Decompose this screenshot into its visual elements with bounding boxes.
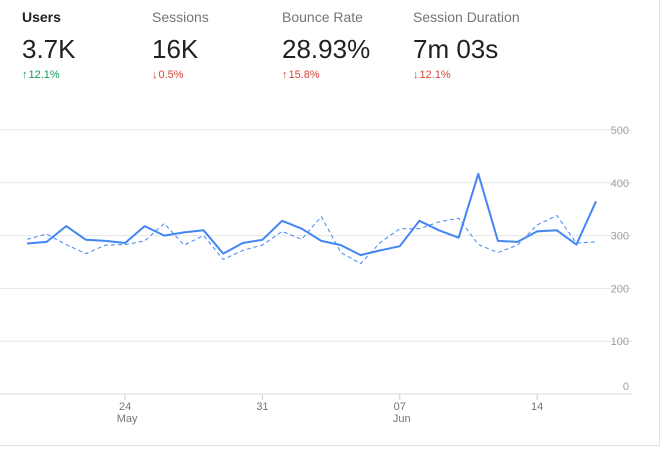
metric-label: Sessions: [152, 9, 209, 25]
metric-value: 28.93%: [282, 34, 371, 64]
metric-change: ↓0.5%: [152, 68, 277, 82]
arrow-up-icon: ↑: [22, 69, 28, 81]
arrow-down-icon: ↓: [152, 69, 158, 81]
metric-session-duration[interactable]: Session Duration 7m 03s ↓12.1%: [413, 8, 538, 82]
y-tick-label: 100: [611, 336, 629, 348]
x-tick-label: 31: [256, 401, 268, 413]
arrow-down-icon: ↓: [413, 69, 419, 81]
metrics-bar: Users 3.7K ↑12.1% Sessions 16K ↓0.5% Bou…: [0, 0, 660, 110]
metric-bounce-rate[interactable]: Bounce Rate 28.93% ↑15.8%: [282, 8, 407, 82]
y-tick-label: 500: [611, 125, 629, 137]
x-tick-sublabel: Jun: [393, 413, 411, 425]
metric-change-value: 12.1%: [28, 69, 60, 81]
metric-change-value: 12.1%: [419, 69, 451, 81]
y-tick-label: 200: [611, 283, 629, 295]
x-tick-sublabel: May: [117, 413, 138, 425]
x-tick-label: 07: [394, 401, 406, 413]
metric-label: Bounce Rate: [282, 9, 363, 25]
metric-change-value: 15.8%: [288, 69, 320, 81]
metric-label: Users: [22, 9, 61, 25]
x-tick-label: 14: [531, 401, 543, 413]
y-tick-label: 0: [623, 381, 629, 393]
y-tick-label: 300: [611, 231, 629, 243]
metric-users[interactable]: Users 3.7K ↑12.1%: [22, 8, 147, 82]
y-tick-label: 400: [611, 178, 629, 190]
metric-change: ↑12.1%: [22, 68, 147, 82]
x-tick-label: 24: [119, 401, 131, 413]
series-line-solid: [26, 172, 597, 257]
panel-divider: [0, 445, 660, 446]
metric-label: Session Duration: [413, 9, 520, 25]
series-line-dashed: [26, 215, 597, 265]
metric-change-value: 0.5%: [158, 69, 184, 81]
metric-sessions[interactable]: Sessions 16K ↓0.5%: [152, 8, 277, 82]
metric-value: 3.7K: [22, 34, 76, 64]
metric-value: 7m 03s: [413, 34, 499, 64]
metric-change: ↓12.1%: [413, 68, 538, 82]
arrow-up-icon: ↑: [282, 69, 288, 81]
metric-value: 16K: [152, 34, 199, 64]
metric-change: ↑15.8%: [282, 68, 407, 82]
